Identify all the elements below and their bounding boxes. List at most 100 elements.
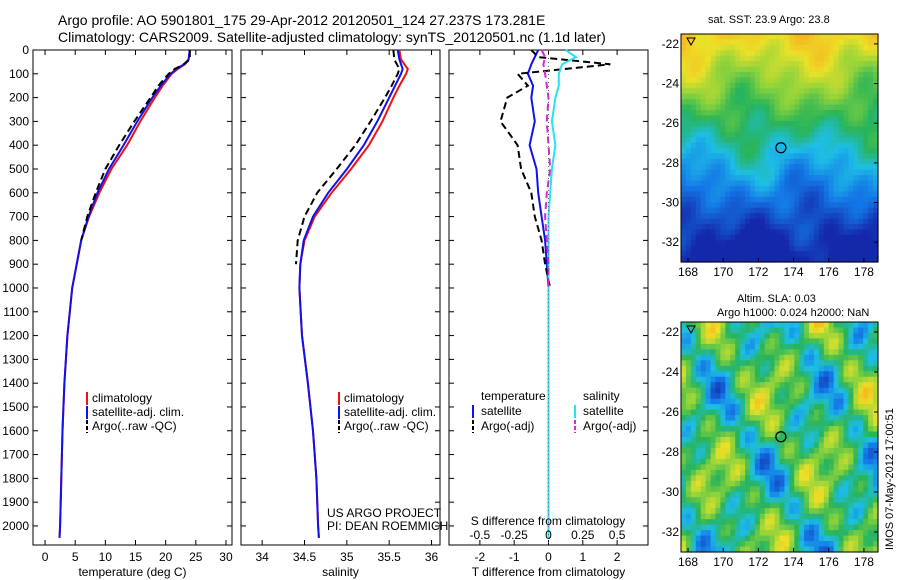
map-cell [789, 409, 795, 416]
map-cell [813, 398, 820, 405]
map-cell [863, 442, 869, 449]
map-cell [868, 175, 874, 182]
map-cell [799, 115, 805, 122]
map-cell [799, 365, 805, 372]
map-cell [769, 469, 776, 476]
map-cell [759, 34, 766, 41]
map-cell [809, 343, 815, 350]
map-cell [685, 142, 692, 149]
map-cell [749, 371, 756, 378]
map-cell [809, 44, 815, 51]
map-cell [828, 175, 835, 182]
map-cell [858, 535, 864, 542]
map-cell [789, 486, 795, 493]
map-cell [868, 546, 874, 553]
map-cell [789, 137, 795, 144]
map-cell [838, 61, 845, 68]
map-cell [848, 99, 854, 106]
map-cell [799, 332, 805, 340]
map-cell [843, 245, 850, 252]
map-cell [735, 240, 741, 247]
map-cell [720, 513, 726, 520]
map-cell [853, 502, 859, 509]
map-cell [843, 72, 850, 79]
map-cell [779, 354, 786, 361]
map-y-tick-label: -22 [662, 325, 680, 339]
map-cell [838, 256, 845, 263]
map-cell [769, 338, 776, 345]
map-cell [828, 524, 835, 531]
map-cell [764, 196, 771, 203]
map-cell [823, 131, 830, 138]
map-cell [759, 44, 766, 51]
map-cell [725, 196, 731, 203]
map-cell [725, 349, 731, 356]
map-cell [799, 44, 805, 51]
map-cell [873, 458, 879, 465]
x-tick-label: 15 [129, 550, 143, 564]
map-cell [828, 420, 835, 427]
map-cell [868, 82, 874, 89]
map-cell [774, 213, 781, 220]
map-cell [705, 120, 712, 127]
map-cell [838, 387, 845, 394]
map-cell [784, 360, 790, 367]
y-tick-label: 0 [22, 43, 29, 57]
map-cell [740, 404, 746, 411]
map-cell [804, 354, 810, 361]
map-cell [690, 398, 697, 405]
map-cell [873, 426, 879, 433]
map-cell [784, 99, 790, 106]
map-cell [705, 382, 712, 389]
map-cell [730, 120, 736, 127]
map-cell [779, 508, 786, 515]
map-cell [789, 464, 795, 471]
map-cell [685, 508, 692, 515]
legend-label: climatology [344, 391, 404, 405]
map-cell [853, 34, 859, 41]
map-cell [858, 191, 864, 198]
map-cell [838, 535, 845, 542]
map-cell [740, 169, 746, 176]
map-cell [838, 480, 845, 487]
map-cell [794, 442, 800, 449]
map-cell [853, 354, 859, 361]
map-cell [794, 398, 800, 405]
y-tick-label: 900 [9, 257, 29, 271]
x-tick-label: 35 [340, 550, 354, 564]
map-cell [784, 104, 790, 111]
map-cell [828, 541, 835, 548]
map-cell [779, 535, 786, 542]
map-cell [784, 442, 790, 449]
map-cell [735, 229, 741, 236]
map-cell [690, 158, 697, 165]
map-cell [754, 458, 761, 465]
map-cell [784, 546, 790, 553]
map-cell [848, 186, 854, 193]
map-cell [823, 164, 830, 171]
map-cell [853, 541, 859, 548]
map-cell [710, 164, 717, 171]
map-cell [779, 120, 786, 127]
map-cell [764, 464, 771, 471]
map-cell [779, 256, 786, 263]
map-cell [769, 387, 776, 394]
map-cell [740, 55, 746, 62]
map-cell [705, 371, 712, 378]
map-cell [715, 142, 721, 149]
map-cell [858, 148, 864, 155]
map-cell [779, 39, 786, 46]
map-cell [853, 524, 859, 531]
map-cell [725, 546, 731, 553]
map-cell [745, 158, 751, 165]
map-cell [833, 475, 840, 482]
map-cell [823, 245, 830, 252]
map-cell [784, 153, 790, 160]
map-cell [774, 44, 781, 51]
map-cell [838, 541, 845, 548]
map-cell [818, 191, 825, 198]
map-cell [735, 169, 741, 176]
map-cell [749, 376, 756, 383]
map-cell [838, 442, 845, 449]
map-cell [818, 453, 825, 460]
